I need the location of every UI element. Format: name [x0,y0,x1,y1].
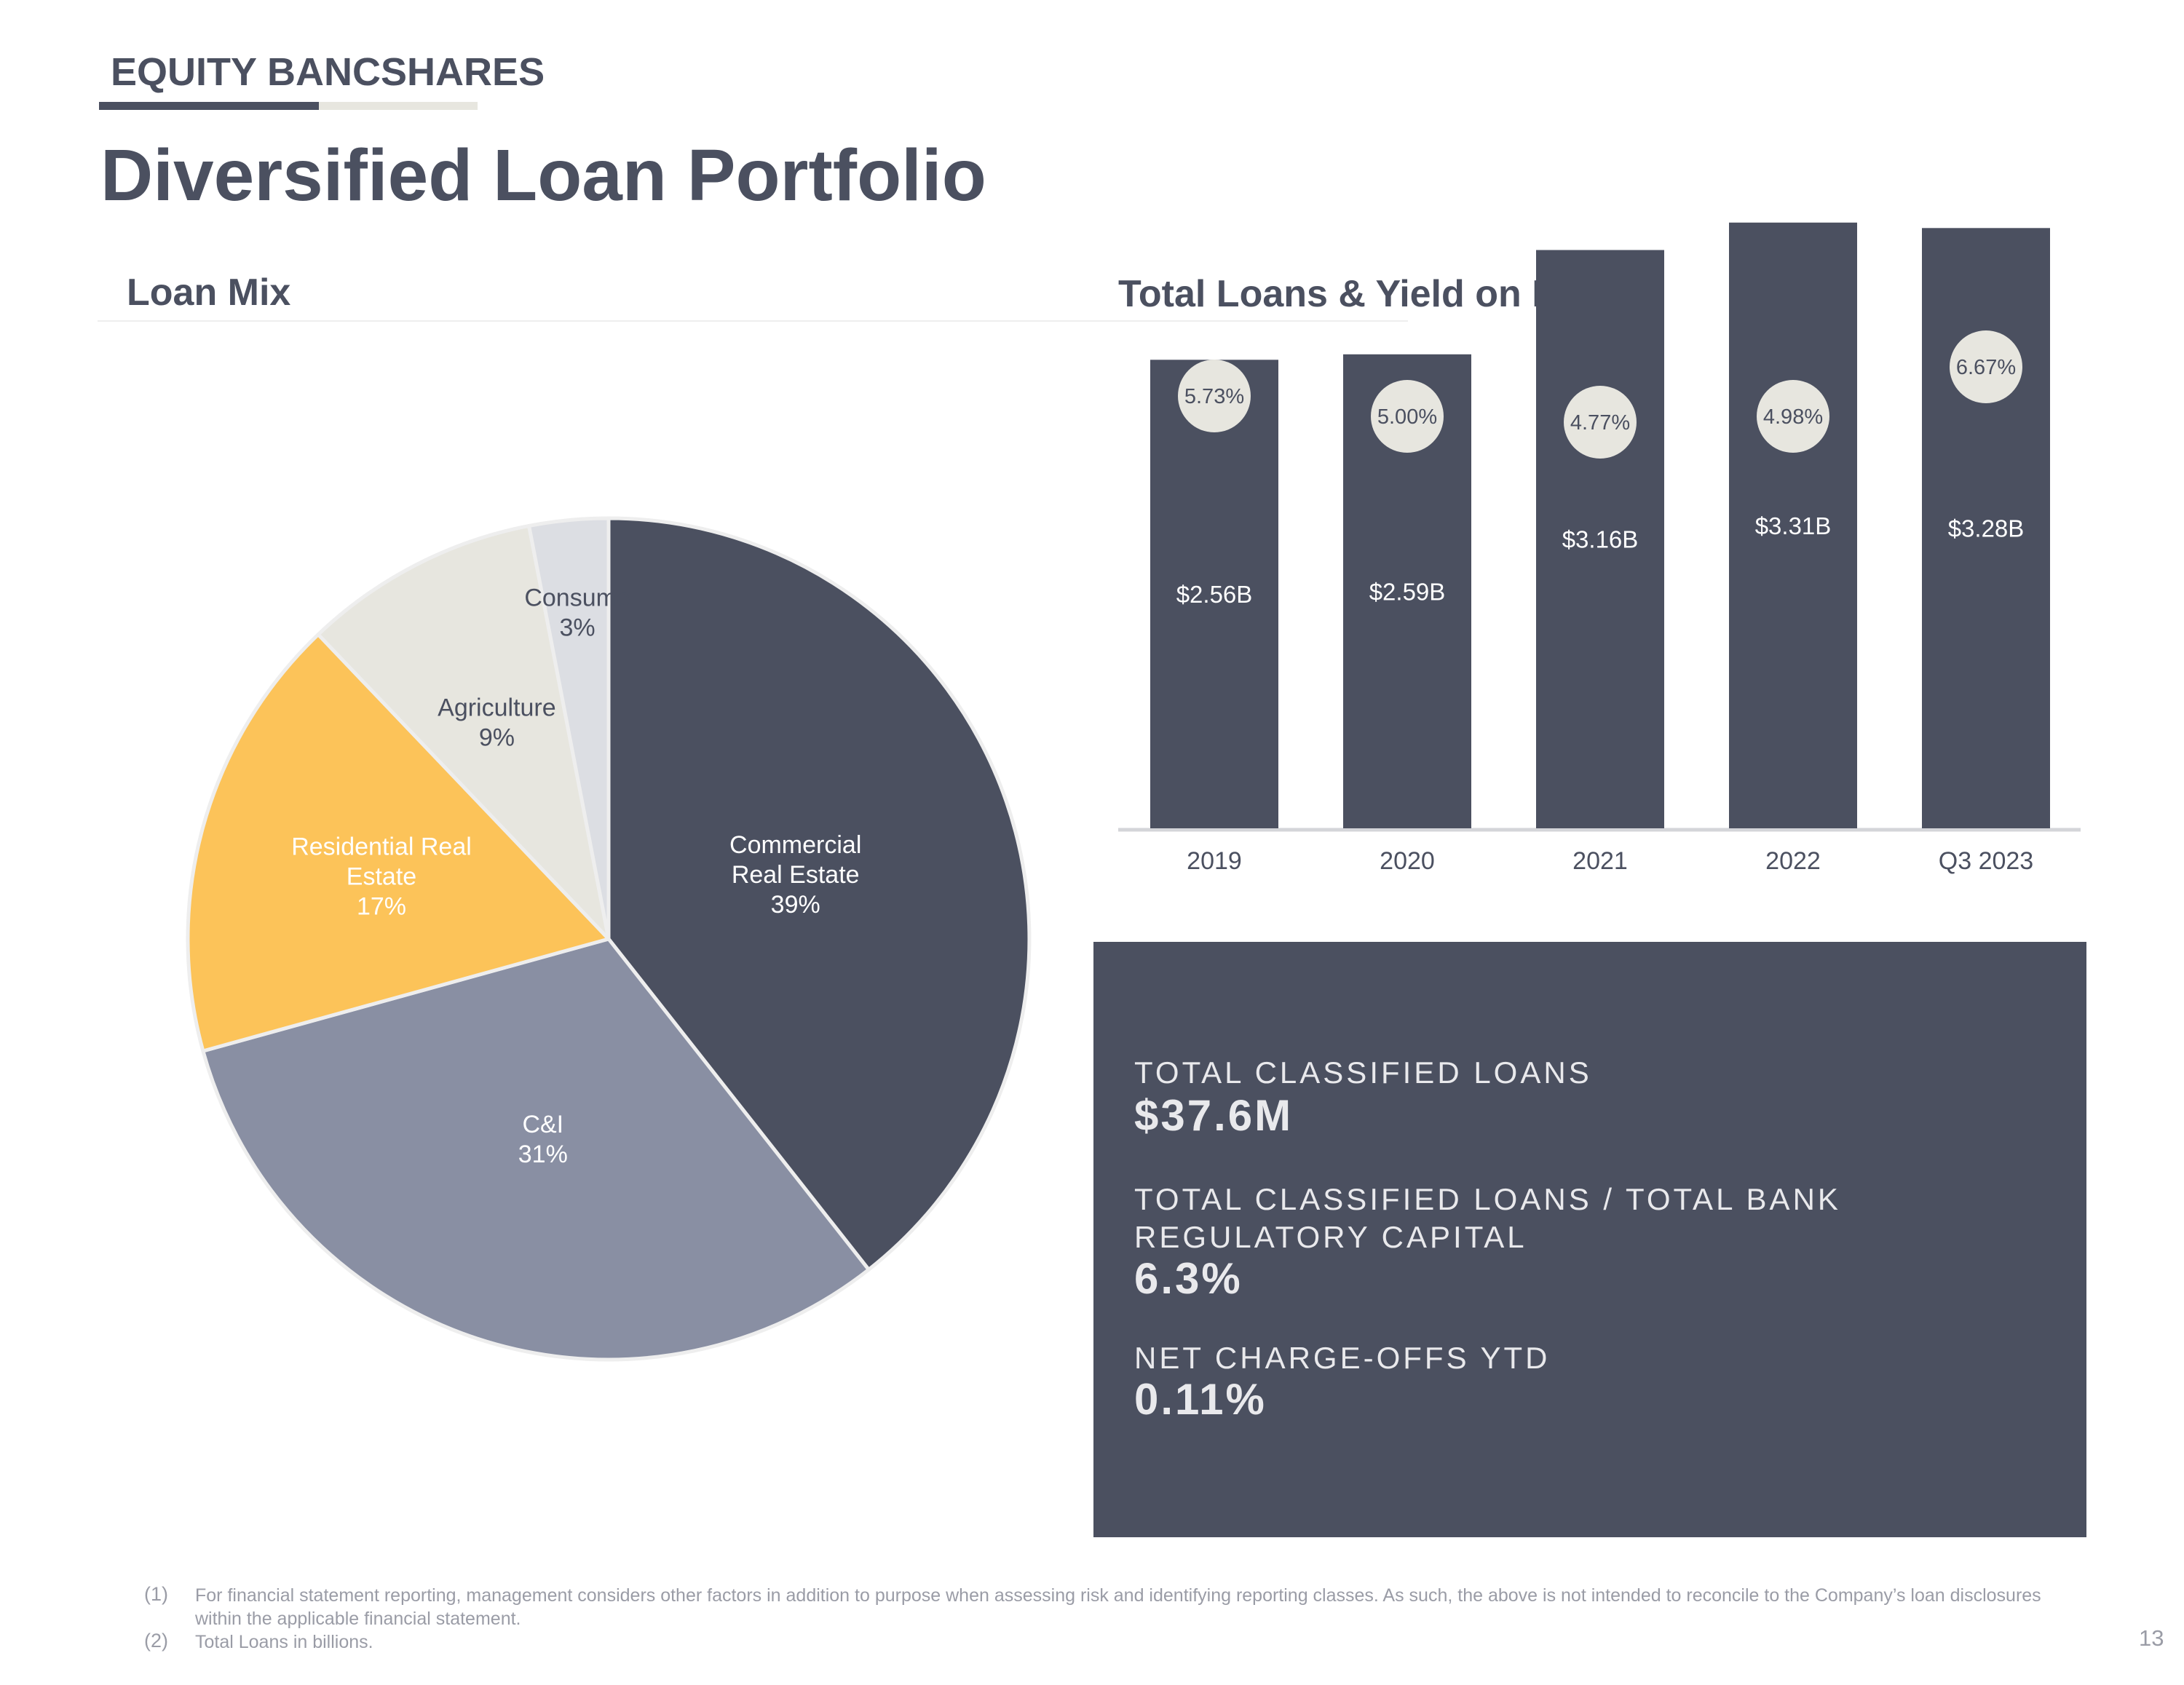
pie-value-label-commercial-real-estate: 39% [771,891,820,919]
pie-category-label-agriculture: Agriculture [438,694,556,722]
stat-value-classified-capital-ratio: 6.3% [1134,1254,1243,1303]
yield-bubble-2019 [1178,360,1251,432]
brand-name: EQUITY BANCSHARES [111,50,545,94]
pie-category-label-residential-real-estate: Residential Real [291,833,472,861]
yield-bubble-q3-2023 [1950,330,2022,403]
pie-value-label-c-i: 31% [518,1141,568,1168]
yield-label-q3-2023: 6.67% [1956,356,2016,379]
stat-label-net-charge-offs: NET CHARGE-OFFS YTD [1134,1341,1551,1375]
page-number: 13 [2139,1625,2164,1651]
stat-value-net-charge-offs: 0.11% [1134,1375,1267,1424]
x-tick-label-2022: 2022 [1765,847,1821,875]
pie-value-label-consume: 3% [560,614,596,642]
bar-total-loans-2019 [1150,360,1278,828]
stat-label-classified-loans: TOTAL CLASSIFIED LOANS [1134,1055,1592,1090]
pie-slice-consume [527,516,611,941]
x-tick-label-2021: 2021 [1572,847,1628,875]
yield-label-2019: 5.73% [1184,385,1244,408]
bar-total-loans-2022 [1729,222,1857,828]
bar-value-label-2020: $2.59B [1369,578,1446,605]
pie-category-label-commercial-real-estate: Real Estate [732,861,860,889]
pie-slice-commercial-real-estate [606,516,1032,1272]
pie-value-label-residential-real-estate: 17% [357,893,406,921]
pie-slice-residential-real-estate [186,633,611,1053]
stat-label-classified-capital-ratio: TOTAL CLASSIFIED LOANS / TOTAL BANK REGU… [1134,1182,1841,1254]
stats-panel: TOTAL CLASSIFIED LOANS $37.6M TOTAL CLAS… [1093,942,2086,1537]
brand-underline-light [319,102,478,110]
pie-category-label-commercial-real-estate: Commercial [729,831,861,859]
footnote-2-text: Total Loans in billions. [195,1632,373,1652]
bar-value-label-2022: $3.31B [1755,512,1832,539]
yield-bubble-2021 [1564,386,1637,459]
pie-category-label-c-i: C&I [522,1111,563,1138]
yield-bubble-2020 [1371,380,1444,453]
x-tick-label-q3-2023: Q3 2023 [1939,847,2033,875]
pie-category-label-residential-real-estate: Estate [347,863,416,891]
yield-label-2022: 4.98% [1763,405,1823,429]
bar-total-loans-2021 [1536,250,1664,828]
brand-underline-dark [99,102,319,110]
yield-label-2020: 5.00% [1377,405,1437,429]
pie-category-label-consume: Consume [524,584,630,612]
footnote-2-number: (2) [144,1630,168,1652]
stat-value-classified-loans: $37.6M [1134,1091,1294,1140]
bar-value-label-2021: $3.16B [1562,526,1639,553]
pie-value-label-agriculture: 9% [479,724,515,752]
pie-slice-agriculture [316,523,611,941]
page-title: Diversified Loan Portfolio [100,135,986,216]
pie-slice-c-i [201,937,871,1362]
footnote-1-text: For financial statement reporting, manag… [195,1585,2041,1629]
x-tick-label-2020: 2020 [1380,847,1435,875]
yield-bubble-2022 [1757,380,1829,453]
footnote-1-number: (1) [144,1583,168,1605]
bar-value-label-2019: $2.56B [1176,581,1253,608]
total-loans-bar-chart: $2.56B 2019 5.73% $2.59B 2020 5.00% $3.16B 2021… [1118,222,2081,875]
bar-value-label-q3-2023: $3.28B [1948,515,2025,542]
x-tick-label-2019: 2019 [1187,847,1242,875]
yield-label-2021: 4.77% [1570,411,1630,435]
loan-mix-title: Loan Mix [127,271,291,314]
bar-total-loans-q3-2023 [1922,228,2050,828]
section-divider [98,320,1408,322]
